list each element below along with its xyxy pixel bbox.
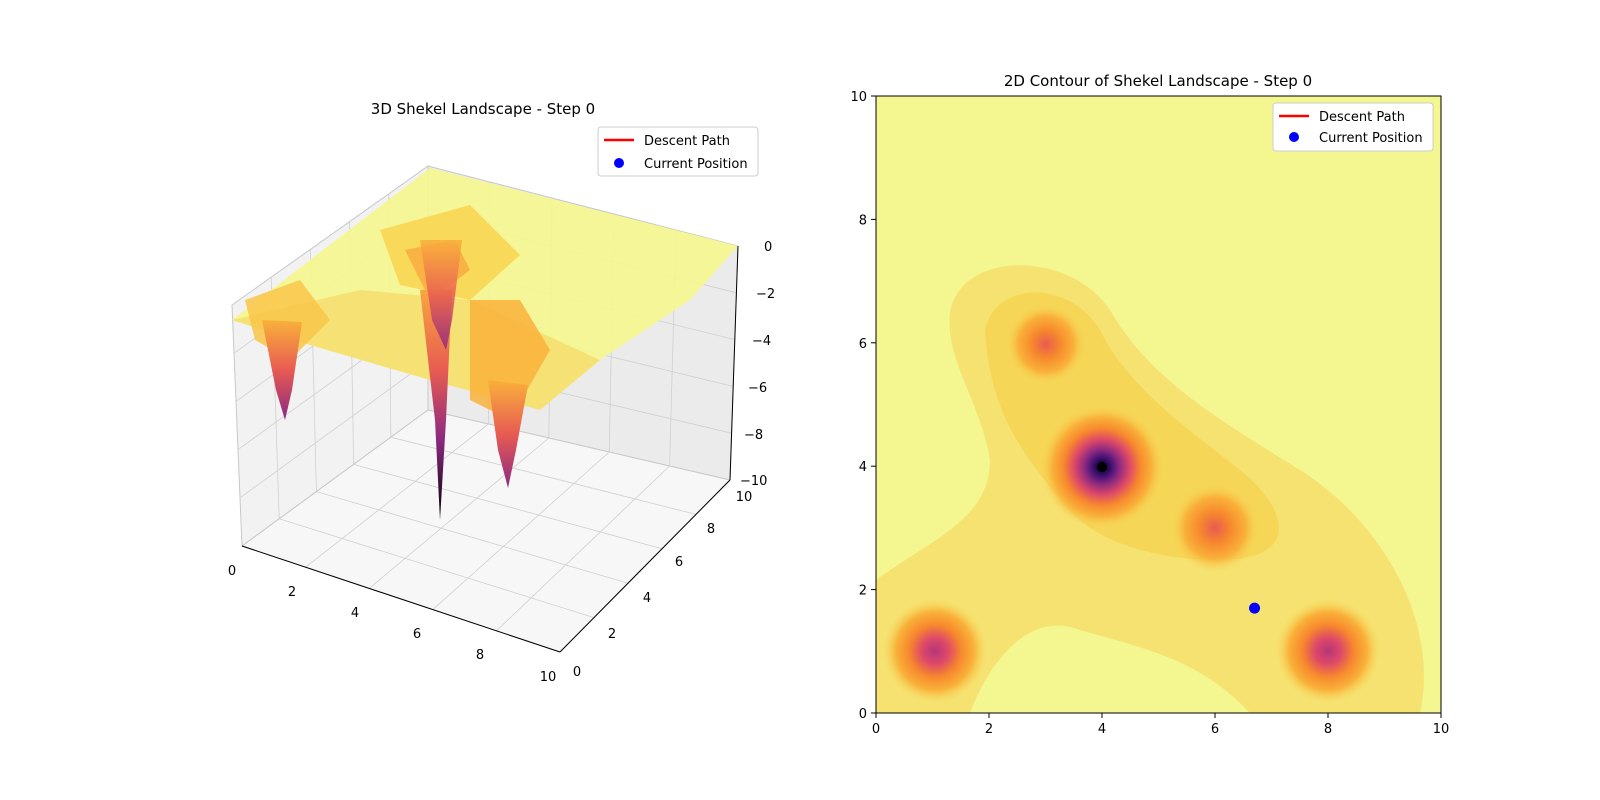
grid-line (368, 437, 550, 589)
z-tick-label: −6 (748, 381, 767, 396)
y-tick-label: 4 (643, 591, 651, 606)
current-position-legend-marker (1289, 132, 1299, 142)
global-min-core (1097, 462, 1107, 472)
legend-label: Descent Path (644, 134, 730, 149)
contour-panel: 2D Contour of Shekel Landscape - Step 0 … (850, 72, 1449, 737)
surface-body (232, 168, 738, 520)
z-tick-label: −10 (740, 474, 767, 489)
grid-line (316, 491, 629, 584)
y-tick-label: 10 (850, 90, 867, 105)
x-tick-label: 8 (1324, 722, 1332, 737)
contour-x-ticks: 0 2 4 6 8 10 (872, 713, 1449, 737)
z-tick-label: −2 (756, 287, 775, 302)
y-tick-label: 2 (608, 627, 616, 642)
legend-label: Current Position (1319, 131, 1423, 146)
y-tick-label: 8 (707, 522, 715, 537)
contour-y-ticks: 0 2 4 6 8 10 (850, 90, 876, 722)
x-tick-label: 4 (1098, 722, 1106, 737)
y-tick-label: 0 (573, 665, 581, 680)
contour-well (1171, 484, 1259, 572)
current-position-legend-marker (614, 158, 624, 168)
z-tick-label: −8 (744, 428, 763, 443)
contour-well (1276, 599, 1380, 703)
contour-axes-frame (875, 95, 1442, 714)
x-tick-label: 10 (540, 670, 557, 685)
y-tick-label: 4 (859, 460, 867, 475)
grid-line (496, 465, 670, 632)
surface-panel: 3D Shekel Landscape - Step 0 (228, 100, 775, 685)
grid-line (239, 360, 429, 499)
y-tick-label: 0 (859, 707, 867, 722)
current-position-marker (1249, 602, 1261, 614)
x-tick-label: 0 (872, 722, 880, 737)
y-tick-label: 6 (859, 337, 867, 352)
surface-z-ticks: 0 −2 −4 −6 −8 −10 (740, 240, 775, 489)
y-tick-label: 8 (859, 213, 867, 228)
surface-legend: Descent Path Current Position (597, 126, 759, 177)
x-tick-label: 6 (413, 627, 421, 642)
x-tick-label: 10 (1433, 722, 1450, 737)
contour-well (1006, 304, 1086, 384)
y-tick-label: 10 (736, 490, 753, 505)
spike-right (488, 380, 528, 488)
grid-line (305, 423, 489, 568)
contour-title: 2D Contour of Shekel Landscape - Step 0 (1004, 72, 1312, 90)
x-tick-label: 6 (1211, 722, 1219, 737)
x-tick-label: 4 (351, 606, 359, 621)
grid-line (432, 451, 610, 610)
legend-box (597, 126, 759, 177)
legend-label: Descent Path (1319, 110, 1405, 125)
spike-back (420, 240, 462, 350)
x-tick-label: 8 (476, 648, 484, 663)
grid-line (353, 464, 663, 550)
z-tick-label: 0 (764, 240, 772, 255)
contour-legend: Descent Path Current Position (1272, 102, 1434, 152)
y-tick-label: 6 (675, 555, 683, 570)
surface-y-ticks: 0 2 4 6 8 10 (573, 490, 752, 680)
x-tick-label: 2 (985, 722, 993, 737)
y-tick-label: 2 (859, 584, 867, 599)
spike-global-min (420, 290, 452, 520)
legend-label: Current Position (644, 157, 748, 172)
legend-box (1272, 102, 1434, 152)
surface-title: 3D Shekel Landscape - Step 0 (371, 100, 595, 118)
x-tick-label: 0 (228, 564, 236, 579)
z-tick-label: −4 (752, 334, 771, 349)
x-tick-label: 2 (288, 585, 296, 600)
surface-x-ticks: 0 2 4 6 8 10 (228, 564, 556, 685)
spike-left (262, 320, 302, 420)
surface-axis-lines (241, 245, 739, 653)
grid-line (279, 518, 595, 618)
contour-well (883, 599, 987, 703)
